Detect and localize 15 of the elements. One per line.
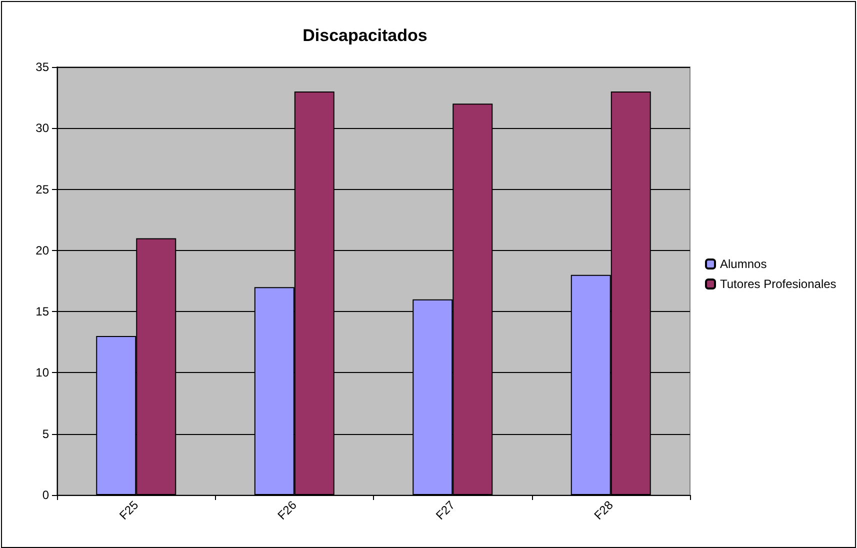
y-tick-label: 20 [36,243,50,258]
legend-label: Alumnos [720,257,767,271]
y-tick-label: 15 [36,304,50,319]
x-tick-label: F27 [433,498,458,523]
y-tick-label: 35 [36,60,50,74]
y-tick-label: 30 [36,121,50,136]
legend-label: Tutores Profesionales [720,277,836,291]
y-tick-label: 10 [36,366,50,380]
x-tick-label: F28 [591,498,616,523]
x-tick-label: F26 [274,498,300,523]
x-tick-label: F25 [116,498,142,523]
y-tick-label: 25 [36,182,50,196]
y-tick-label: 0 [42,488,50,502]
chart-title: Discapacitados [302,26,428,45]
y-tick-label: 5 [42,426,50,441]
